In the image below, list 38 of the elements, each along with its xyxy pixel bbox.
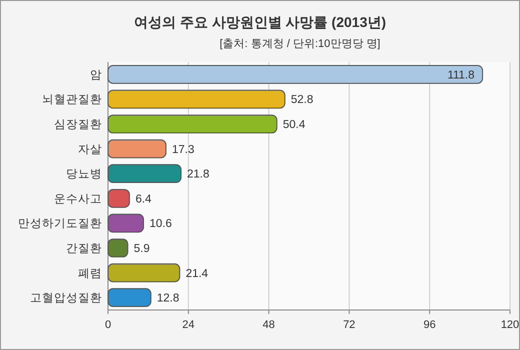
data-label: 17.3 xyxy=(172,144,194,156)
data-label: 52.8 xyxy=(290,94,314,106)
x-tick-label: 0 xyxy=(104,319,112,331)
bar xyxy=(108,164,182,184)
chart-title: 여성의 주요 사망원인별 사망률 (2013년) xyxy=(134,14,386,30)
y-tick-label: 당뇨병 xyxy=(66,168,102,181)
y-tick-label: 암 xyxy=(90,69,102,82)
bar xyxy=(108,214,144,233)
x-tick-label: 96 xyxy=(423,319,436,331)
data-label: 50.4 xyxy=(282,119,306,131)
chart-subtitle: [출처: 통계청 / 단위:10만명당 명] xyxy=(220,38,380,50)
x-tick-label: 48 xyxy=(262,319,275,331)
bar xyxy=(108,90,286,109)
y-tick-label: 폐렴 xyxy=(78,268,102,280)
bar xyxy=(108,238,128,258)
data-label: 12.8 xyxy=(156,292,180,305)
y-tick-label: 심장질환 xyxy=(54,119,102,131)
x-tick-label: 24 xyxy=(182,319,195,331)
data-label: 21.8 xyxy=(187,168,210,181)
bar xyxy=(108,288,152,308)
y-tick-label: 운수사고 xyxy=(54,193,102,206)
bar xyxy=(108,263,180,282)
y-tick-label: 고혈압성질환 xyxy=(30,292,102,305)
data-label: 111.8 xyxy=(447,69,475,82)
data-label: 10.6 xyxy=(150,218,172,230)
y-tick-label: 간질환 xyxy=(66,243,102,255)
bar xyxy=(108,139,166,158)
y-tick-label: 만성하기도질환 xyxy=(18,218,102,230)
x-tick-label: 120 xyxy=(500,319,520,331)
data-label: 5.9 xyxy=(134,243,150,255)
data-label: 21.4 xyxy=(186,268,209,280)
data-label: 6.4 xyxy=(135,193,152,206)
y-tick-label: 뇌혈관질환 xyxy=(42,94,102,106)
y-tick-label: 자살 xyxy=(78,144,102,156)
bar xyxy=(108,64,484,84)
bar xyxy=(108,188,130,208)
x-tick-label: 72 xyxy=(343,319,356,331)
bar xyxy=(108,114,278,134)
